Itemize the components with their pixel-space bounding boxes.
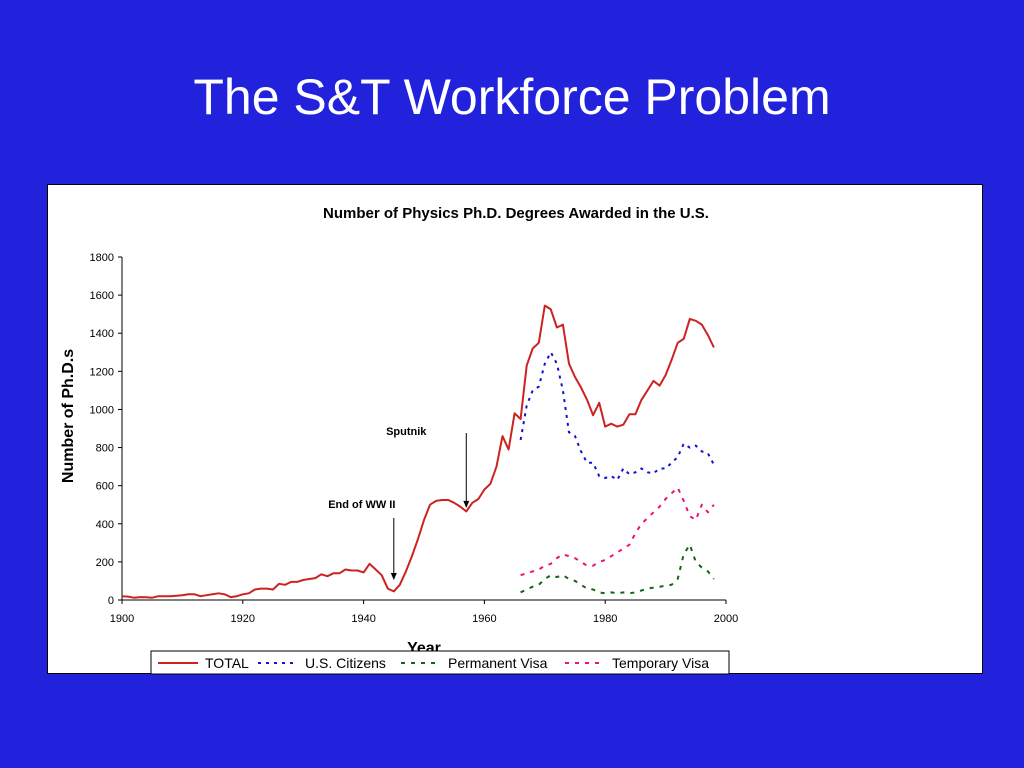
series-line-temporary-visa	[520, 486, 715, 577]
line-chart: Number of Physics Ph.D. Degrees Awarded …	[60, 205, 739, 675]
legend-label: TOTAL	[205, 655, 249, 671]
arrowhead-sputnik	[463, 500, 470, 508]
x-tick-label: 1920	[231, 613, 255, 625]
x-tick-label: 2000	[714, 613, 738, 625]
annotation-sputnik: Sputnik	[386, 426, 427, 438]
arrowhead-ww2	[390, 572, 397, 580]
series-line-u-s-citizens	[519, 351, 715, 481]
legend-label: Permanent Visa	[448, 655, 548, 671]
x-tick-label: 1980	[593, 613, 617, 625]
y-tick-label: 800	[96, 443, 114, 455]
y-tick-label: 200	[96, 557, 114, 569]
x-tick-label: 1940	[351, 613, 375, 625]
annotation-ww2: End of WW II	[328, 499, 395, 511]
annotations: End of WW II Sputnik	[328, 426, 470, 580]
x-tick-label: 1900	[110, 613, 134, 625]
legend: TOTAL U.S. Citizens Permanent Visa Temporar…	[150, 650, 730, 675]
y-tick-label: 600	[96, 481, 114, 493]
legend-label: Temporary Visa	[612, 655, 709, 671]
series-layer	[121, 304, 715, 599]
legend-label: U.S. Citizens	[305, 655, 386, 671]
slide-title: The S&T Workforce Problem	[193, 69, 831, 125]
chart-title: Number of Physics Ph.D. Degrees Awarded …	[323, 205, 709, 222]
chart-panel: Number of Physics Ph.D. Degrees Awarded …	[47, 184, 983, 675]
series-line-total	[121, 304, 715, 599]
y-tick-label: 1200	[90, 366, 114, 378]
y-tick-label: 1600	[90, 290, 114, 302]
y-tick-label: 0	[108, 595, 114, 607]
y-tick-label: 1000	[90, 404, 114, 416]
axes: 0 200 400 600 800 1000 1200 1400 1600 1800 1900 192…	[90, 252, 739, 625]
y-tick-label: 1800	[90, 252, 114, 264]
y-tick-label: 400	[96, 519, 114, 531]
y-axis-title: Number of Ph.D.s	[60, 349, 77, 483]
x-tick-label: 1960	[472, 613, 496, 625]
series-line-permanent-visa	[520, 543, 715, 595]
legend-box	[150, 650, 730, 675]
y-tick-label: 1400	[90, 328, 114, 340]
